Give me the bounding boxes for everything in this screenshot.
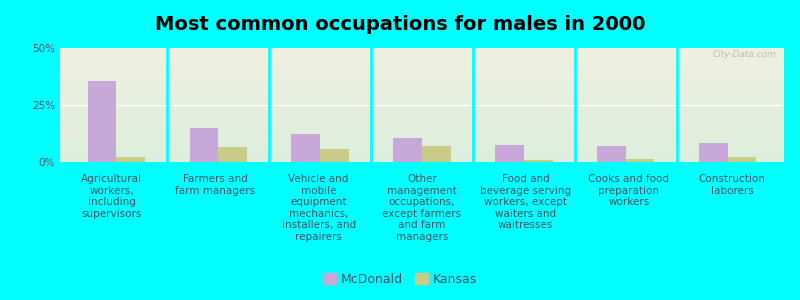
Bar — [291, 134, 320, 162]
Bar — [394, 138, 422, 162]
Bar — [116, 158, 145, 162]
Text: Agricultural
workers,
including
supervisors: Agricultural workers, including supervis… — [82, 174, 142, 219]
Bar — [598, 146, 626, 162]
Text: Cooks and food
preparation
workers: Cooks and food preparation workers — [588, 174, 670, 207]
Bar — [699, 142, 728, 162]
Bar — [87, 81, 116, 162]
Text: City-Data.com: City-Data.com — [713, 50, 777, 59]
Bar — [495, 145, 524, 162]
Text: Most common occupations for males in 2000: Most common occupations for males in 200… — [154, 15, 646, 34]
Bar — [218, 147, 246, 162]
Text: Food and
beverage serving
workers, except
waiters and
waitresses: Food and beverage serving workers, excep… — [480, 174, 571, 230]
Text: Construction
laborers: Construction laborers — [699, 174, 766, 196]
Bar — [524, 160, 553, 162]
Bar — [190, 128, 218, 162]
Bar — [626, 159, 654, 162]
Text: Farmers and
farm managers: Farmers and farm managers — [175, 174, 255, 196]
Text: Vehicle and
mobile
equipment
mechanics,
installers, and
repairers: Vehicle and mobile equipment mechanics, … — [282, 174, 356, 242]
Bar — [320, 149, 349, 162]
Bar — [728, 158, 757, 162]
Bar — [422, 146, 450, 162]
Legend: McDonald, Kansas: McDonald, Kansas — [318, 268, 482, 291]
Text: Other
management
occupations,
except farmers
and farm
managers: Other management occupations, except far… — [382, 174, 462, 242]
